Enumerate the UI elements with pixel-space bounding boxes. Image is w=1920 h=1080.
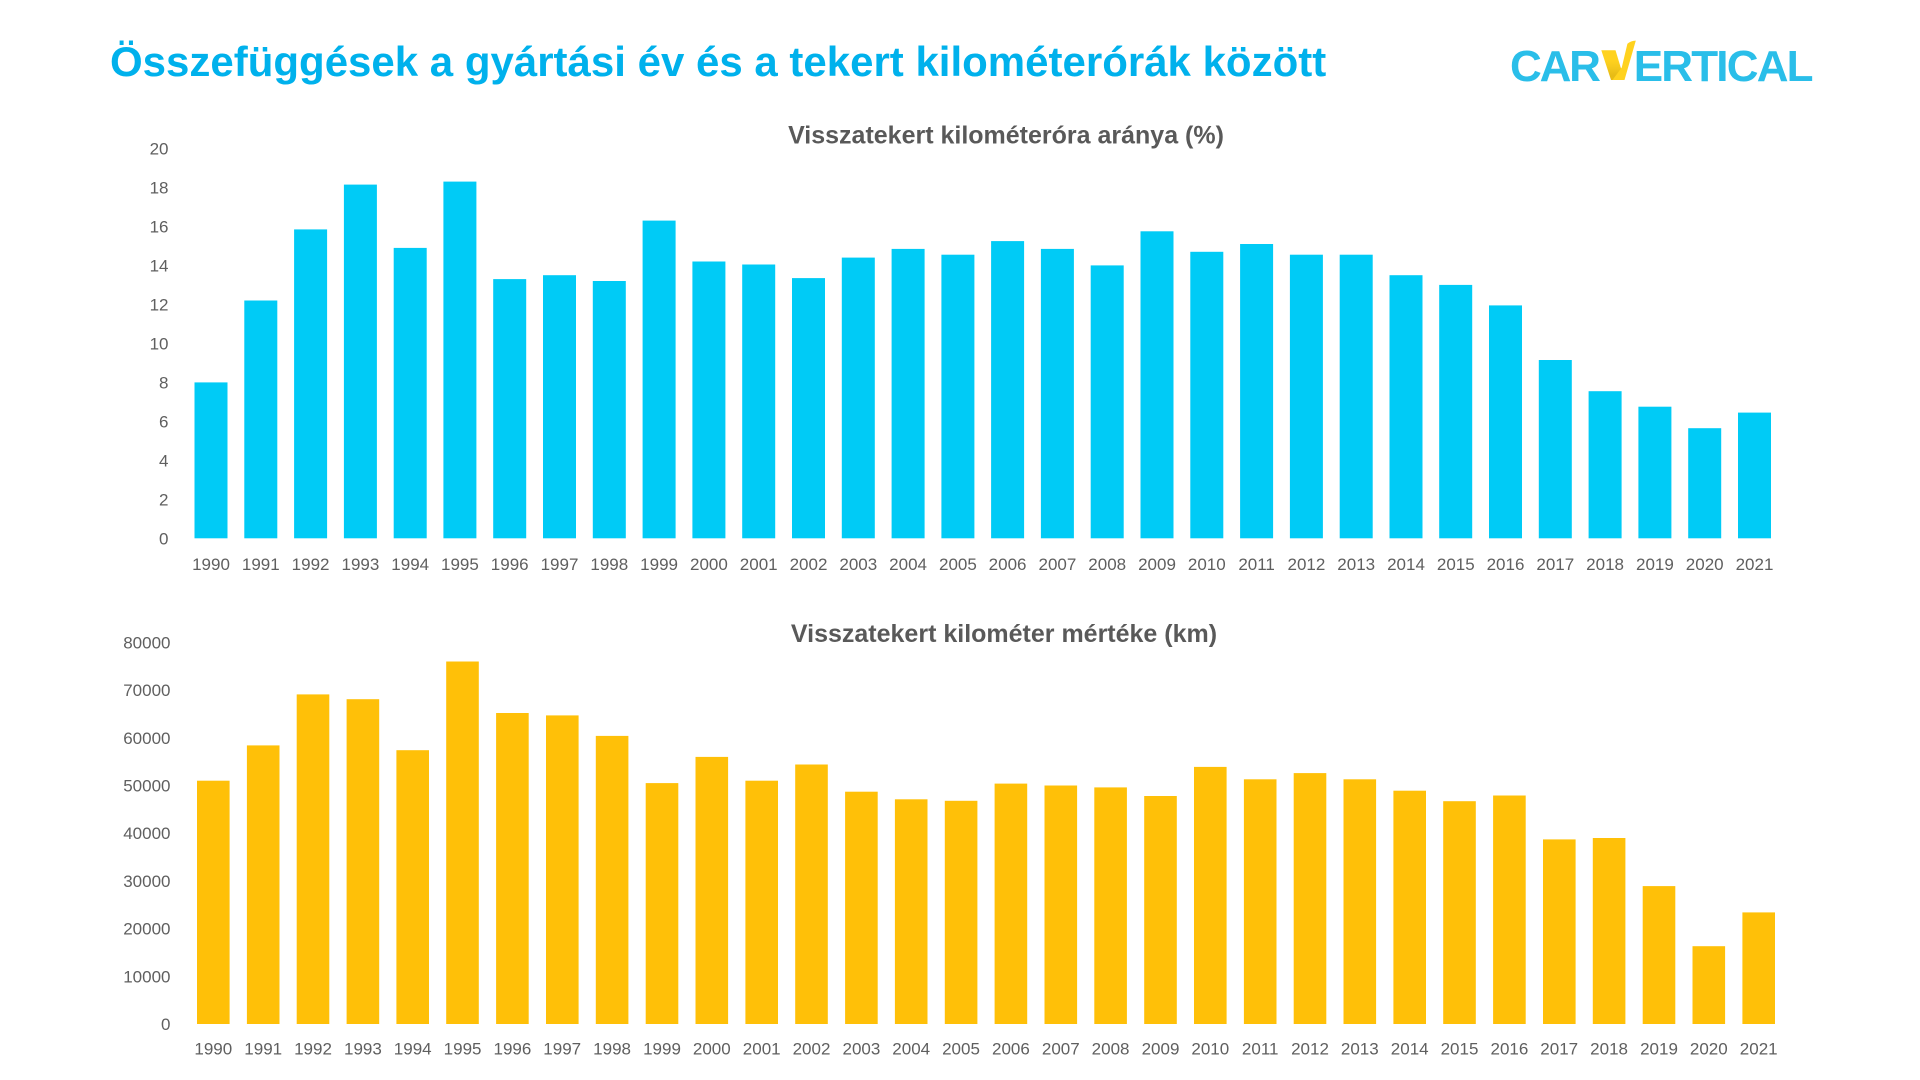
svg-text:70000: 70000: [123, 681, 170, 700]
svg-text:2016: 2016: [1487, 555, 1525, 574]
svg-text:2021: 2021: [1736, 555, 1774, 574]
svg-text:1998: 1998: [590, 555, 628, 574]
svg-text:50000: 50000: [123, 777, 170, 796]
svg-text:1997: 1997: [541, 555, 579, 574]
svg-text:1994: 1994: [391, 555, 429, 574]
svg-text:2002: 2002: [793, 1040, 831, 1059]
svg-text:1993: 1993: [344, 1040, 382, 1059]
svg-text:2001: 2001: [740, 555, 778, 574]
svg-text:2015: 2015: [1441, 1040, 1479, 1059]
svg-text:2: 2: [159, 490, 168, 509]
svg-text:1997: 1997: [543, 1040, 581, 1059]
svg-text:60000: 60000: [123, 729, 170, 748]
svg-text:1991: 1991: [242, 555, 280, 574]
svg-text:2019: 2019: [1640, 1040, 1678, 1059]
svg-text:2010: 2010: [1191, 1040, 1229, 1059]
svg-text:2020: 2020: [1690, 1040, 1728, 1059]
svg-text:2017: 2017: [1536, 555, 1574, 574]
svg-text:2000: 2000: [693, 1040, 731, 1059]
svg-text:1999: 1999: [643, 1040, 681, 1059]
svg-text:1999: 1999: [640, 555, 678, 574]
svg-text:2020: 2020: [1686, 555, 1724, 574]
svg-text:2018: 2018: [1590, 1040, 1628, 1059]
svg-text:2012: 2012: [1287, 555, 1325, 574]
svg-text:2008: 2008: [1092, 1040, 1130, 1059]
svg-text:1993: 1993: [341, 555, 379, 574]
svg-text:1990: 1990: [192, 555, 230, 574]
svg-text:12: 12: [150, 295, 169, 314]
svg-text:2014: 2014: [1387, 555, 1425, 574]
svg-text:1995: 1995: [441, 555, 479, 574]
svg-text:2008: 2008: [1088, 555, 1126, 574]
svg-text:2004: 2004: [892, 1040, 930, 1059]
svg-text:1996: 1996: [491, 555, 529, 574]
svg-text:2006: 2006: [989, 555, 1027, 574]
svg-text:2002: 2002: [790, 555, 828, 574]
svg-text:Visszatekert kilométer mértéke: Visszatekert kilométer mértéke (km): [791, 620, 1217, 648]
svg-text:1994: 1994: [394, 1040, 432, 1059]
svg-text:2014: 2014: [1391, 1040, 1429, 1059]
svg-text:2021: 2021: [1740, 1040, 1778, 1059]
svg-text:1995: 1995: [444, 1040, 482, 1059]
svg-text:80000: 80000: [123, 633, 170, 652]
svg-text:0: 0: [161, 1015, 170, 1034]
svg-text:1990: 1990: [194, 1040, 232, 1059]
svg-text:2019: 2019: [1636, 555, 1674, 574]
svg-text:40000: 40000: [123, 824, 170, 843]
svg-text:6: 6: [159, 412, 168, 431]
svg-text:2000: 2000: [690, 555, 728, 574]
svg-text:2003: 2003: [842, 1040, 880, 1059]
svg-text:0: 0: [159, 529, 168, 548]
svg-text:30000: 30000: [123, 872, 170, 891]
svg-text:1992: 1992: [294, 1040, 332, 1059]
svg-text:20000: 20000: [123, 920, 170, 939]
svg-text:14: 14: [150, 256, 169, 275]
svg-text:20: 20: [150, 140, 169, 159]
svg-text:1996: 1996: [493, 1040, 531, 1059]
svg-text:2005: 2005: [939, 555, 977, 574]
svg-text:Visszatekert kilométeróra arán: Visszatekert kilométeróra aránya (%): [788, 121, 1224, 149]
svg-text:2012: 2012: [1291, 1040, 1329, 1059]
svg-text:2006: 2006: [992, 1040, 1030, 1059]
svg-text:18: 18: [150, 179, 169, 198]
svg-text:2013: 2013: [1341, 1040, 1379, 1059]
svg-text:2003: 2003: [839, 555, 877, 574]
svg-text:2011: 2011: [1238, 555, 1275, 574]
svg-text:2011: 2011: [1242, 1040, 1279, 1059]
svg-text:2015: 2015: [1437, 555, 1475, 574]
svg-text:2010: 2010: [1188, 555, 1226, 574]
svg-text:16: 16: [150, 218, 169, 237]
svg-text:2013: 2013: [1337, 555, 1375, 574]
svg-text:2007: 2007: [1038, 555, 1076, 574]
svg-text:10000: 10000: [123, 967, 170, 986]
svg-text:1992: 1992: [292, 555, 330, 574]
svg-text:2016: 2016: [1490, 1040, 1528, 1059]
svg-text:2009: 2009: [1138, 555, 1176, 574]
svg-text:2001: 2001: [743, 1040, 781, 1059]
svg-text:4: 4: [159, 451, 168, 470]
svg-text:8: 8: [159, 373, 168, 392]
svg-text:2004: 2004: [889, 555, 927, 574]
svg-text:2007: 2007: [1042, 1040, 1080, 1059]
svg-text:2018: 2018: [1586, 555, 1624, 574]
svg-text:2009: 2009: [1142, 1040, 1180, 1059]
svg-text:1998: 1998: [593, 1040, 631, 1059]
svg-text:10: 10: [150, 334, 169, 353]
svg-text:CAR: CAR: [1510, 42, 1600, 91]
svg-text:2017: 2017: [1540, 1040, 1578, 1059]
svg-text:ERTICAL: ERTICAL: [1634, 42, 1813, 91]
svg-text:2005: 2005: [942, 1040, 980, 1059]
svg-text:1991: 1991: [244, 1040, 282, 1059]
